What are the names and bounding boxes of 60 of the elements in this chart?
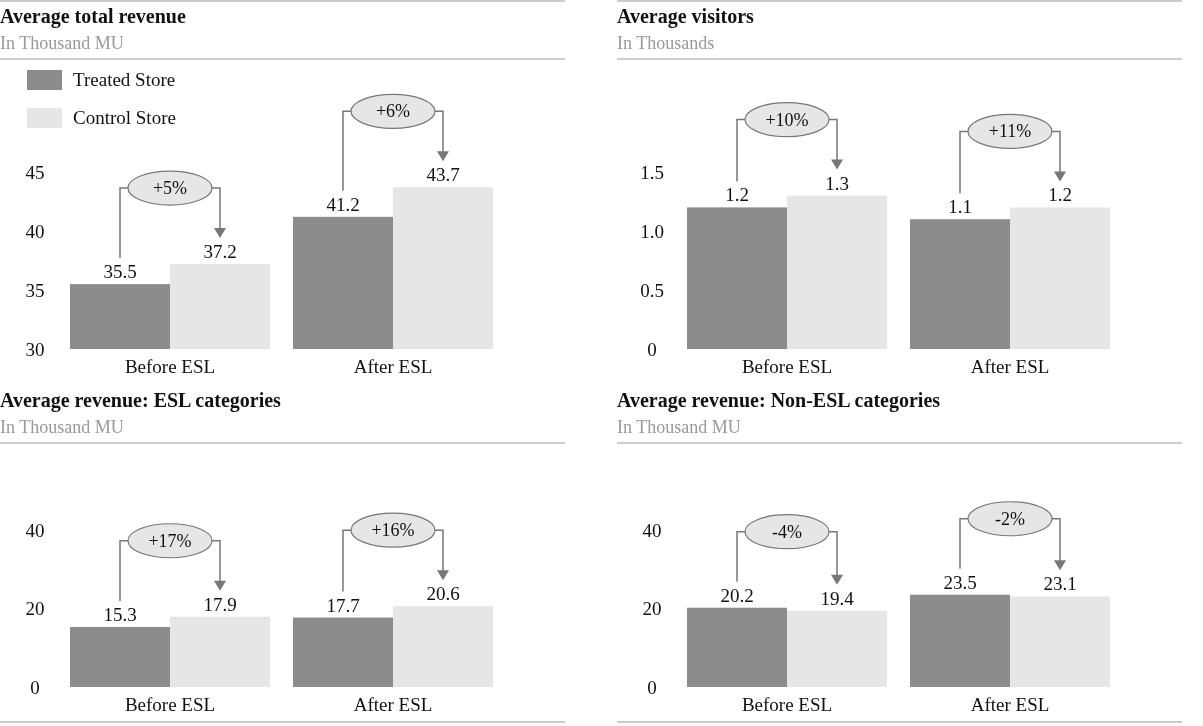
legend-label: Treated Store	[73, 69, 176, 90]
x-tick-label: Before ESL	[124, 694, 216, 715]
y-tick-label: 20	[25, 598, 45, 620]
bar	[787, 610, 887, 687]
text: +11%	[988, 121, 1032, 142]
y-tick-label: 45	[25, 161, 45, 183]
data-label: 1.2	[725, 184, 749, 206]
y-tick-label: 30	[25, 338, 45, 360]
annotation: +17%	[148, 530, 192, 551]
x-tick-label: Before ESL	[741, 694, 833, 715]
data-label: 43.7	[426, 164, 460, 186]
x-tick-label: After ESL	[970, 694, 1050, 715]
data-label: 23.1	[1043, 573, 1077, 595]
y-tick-label: 1.5	[640, 161, 664, 183]
chart-title: Average revenue: Non-ESL categories	[617, 389, 941, 412]
bar	[1010, 596, 1110, 687]
data-label: 37.2	[203, 241, 237, 263]
y-tick-label: 0	[30, 676, 40, 698]
data-label: 17.9	[203, 593, 237, 615]
text: -2%	[995, 508, 1025, 529]
annotation: +5%	[152, 178, 188, 199]
data-label: 1.1	[948, 196, 972, 218]
data-label: 23.5	[943, 571, 977, 593]
x-tick-label: After ESL	[353, 356, 433, 377]
bar	[687, 607, 787, 687]
chart-title: Average visitors	[617, 5, 755, 28]
data-label: 19.4	[820, 587, 855, 609]
y-tick-label: 35	[25, 279, 45, 301]
legend-label: Control Store	[73, 107, 176, 128]
y-tick-label: 0.5	[640, 279, 664, 301]
data-label: 35.5	[103, 261, 137, 283]
data-label: 1.2	[1048, 184, 1072, 206]
chart-subtitle: In Thousand MU	[0, 33, 124, 53]
annotation: -4%	[772, 521, 802, 542]
data-label: 20.6	[426, 583, 460, 605]
chart-title: Average total revenue	[0, 5, 186, 28]
chart-title: Average revenue: ESL categories	[0, 389, 282, 412]
chart-subtitle: In Thousand MU	[617, 417, 741, 437]
text: +6%	[375, 101, 411, 122]
text: +10%	[765, 109, 809, 130]
data-label: 15.3	[103, 603, 137, 625]
x-tick-label: After ESL	[970, 356, 1050, 377]
x-tick-label: Before ESL	[741, 356, 833, 377]
y-tick-label: 40	[642, 519, 662, 541]
y-tick-label: 0	[647, 676, 657, 698]
chart-subtitle: In Thousands	[617, 33, 715, 53]
y-tick-label: 40	[25, 220, 45, 242]
y-tick-label: 0	[647, 338, 657, 360]
x-tick-label: Before ESL	[124, 356, 216, 377]
data-label: 17.7	[326, 594, 360, 616]
data-label: 1.3	[825, 172, 849, 194]
data-label: 41.2	[326, 193, 360, 215]
y-tick-label: 1.0	[640, 220, 664, 242]
y-tick-label: 20	[642, 598, 662, 620]
annotation: +16%	[371, 520, 415, 541]
chart-subtitle: In Thousand MU	[0, 417, 124, 437]
bar	[910, 594, 1010, 687]
x-tick-label: After ESL	[353, 694, 433, 715]
data-label: 20.2	[720, 584, 754, 606]
y-tick-label: 40	[25, 519, 45, 541]
